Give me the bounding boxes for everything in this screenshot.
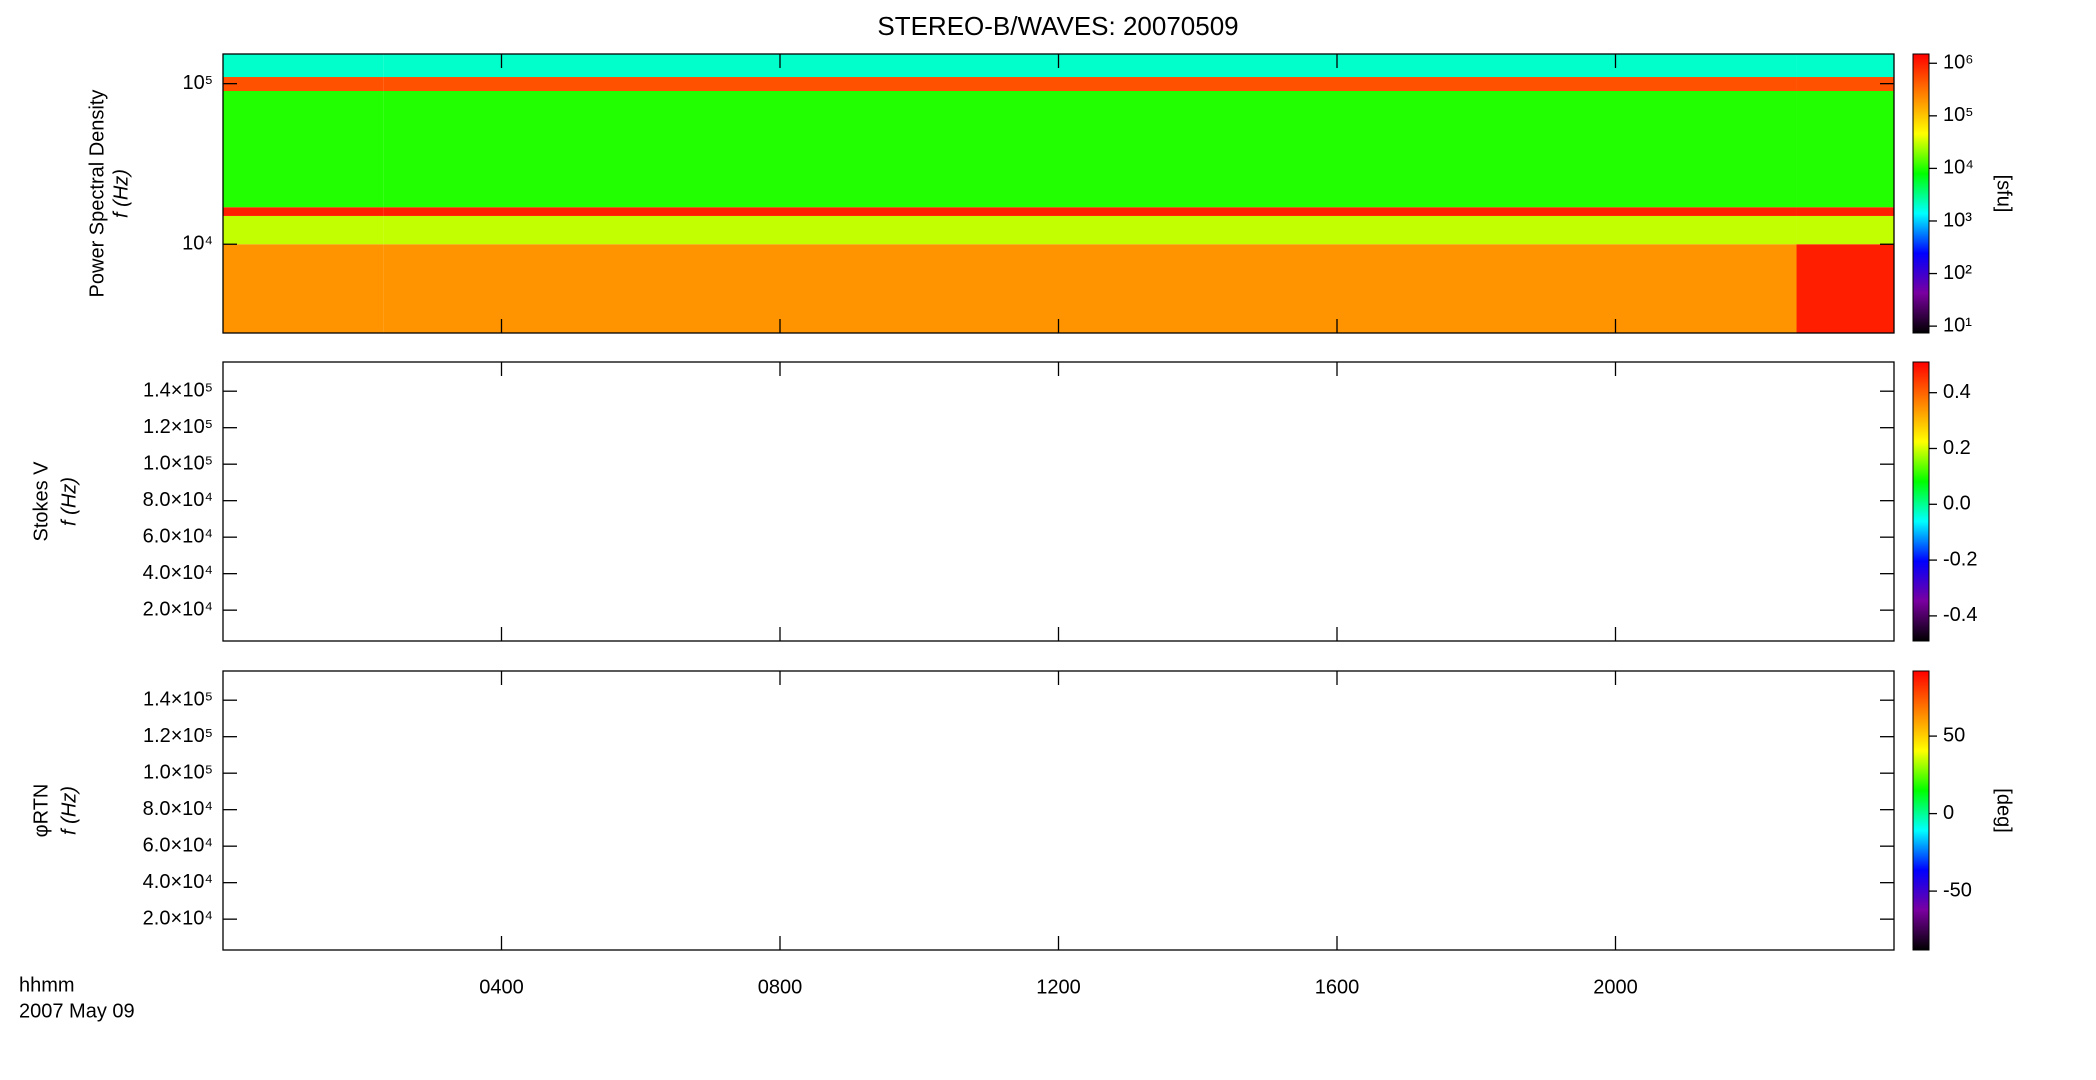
- spectrogram-cell: [383, 215, 1797, 245]
- colorbar-tick-label: 10¹: [1943, 314, 1972, 336]
- y-tick-label: 1.4×10⁵: [143, 688, 213, 710]
- colorbar-tick-label: -50: [1943, 879, 1972, 901]
- spectrogram-cell: [223, 244, 384, 333]
- spectrogram-cell: [1796, 77, 1894, 92]
- colorbar-tick-label: -0.4: [1943, 604, 1977, 626]
- y-tick-label: 6.0×10⁴: [143, 834, 213, 856]
- y-axis-label: Power Spectral Density: [86, 90, 108, 298]
- y-axis-label: Stokes V: [30, 461, 52, 542]
- spectrogram-cell: [383, 244, 1797, 333]
- spectrogram-cell: [1796, 54, 1894, 78]
- y-axis-label: f (Hz): [58, 477, 80, 526]
- spectrogram-cell: [223, 215, 384, 245]
- figure-title: STEREO-B/WAVES: 20070509: [877, 11, 1238, 41]
- colorbar-tick-label: 10⁴: [1943, 157, 1974, 179]
- colorbar-tick-label: -0.2: [1943, 548, 1977, 570]
- spectrogram-cell: [223, 77, 384, 92]
- y-tick-label: 1.2×10⁵: [143, 416, 213, 438]
- spectrogram-cell: [223, 91, 384, 208]
- y-tick-label: 4.0×10⁴: [143, 871, 213, 893]
- y-tick-label: 4.0×10⁴: [143, 562, 213, 584]
- colorbar-tick-label: 10³: [1943, 209, 1972, 231]
- y-tick-label: 1.0×10⁵: [143, 761, 213, 783]
- colorbar: [1912, 361, 1930, 642]
- spectrogram-cell: [383, 207, 1797, 216]
- y-tick-label: 6.0×10⁴: [143, 525, 213, 547]
- y-axis-label: f (Hz): [58, 786, 80, 835]
- x-tick-label: 0400: [479, 976, 524, 998]
- y-tick-label: 1.2×10⁵: [143, 725, 213, 747]
- spectrogram-cell: [383, 54, 1797, 78]
- x-tick-label: 0800: [758, 976, 803, 998]
- date-label: 2007 May 09: [19, 1000, 135, 1022]
- colorbar-tick-label: 0.2: [1943, 437, 1971, 459]
- x-tick-label: 1600: [1315, 976, 1360, 998]
- y-axis-label: f (Hz): [110, 169, 132, 218]
- colorbar-tick-label: 0.4: [1943, 381, 1971, 403]
- x-axis-label: hhmm: [19, 974, 75, 996]
- colorbar: [1912, 53, 1930, 334]
- spectrogram-cell: [383, 77, 1797, 92]
- spectrogram-cell: [1796, 215, 1894, 245]
- y-tick-label: 1.0×10⁵: [143, 452, 213, 474]
- colorbar-tick-label: 10²: [1943, 262, 1972, 284]
- x-tick-label: 1200: [1036, 976, 1081, 998]
- x-tick-label: 2000: [1593, 976, 1638, 998]
- colorbar-label: [sfu]: [1993, 175, 2015, 213]
- spectrogram-cell: [1796, 207, 1894, 216]
- colorbar-tick-label: 0: [1943, 802, 1954, 824]
- y-tick-label: 8.0×10⁴: [143, 798, 213, 820]
- spectrogram-cell: [1796, 244, 1894, 333]
- spectrogram-cell: [223, 54, 384, 78]
- spectrogram-cell: [383, 91, 1797, 208]
- colorbar-tick-label: 10⁶: [1943, 52, 1973, 74]
- spectrogram-cell: [1796, 91, 1894, 208]
- panel-frame: [222, 670, 1895, 951]
- colorbar-tick-label: 10⁵: [1943, 104, 1974, 126]
- spectrogram-cell: [223, 207, 384, 216]
- y-tick-label: 10⁵: [182, 72, 213, 94]
- y-tick-label: 2.0×10⁴: [143, 598, 213, 620]
- y-axis-label: φRTN: [30, 784, 52, 838]
- y-tick-label: 1.4×10⁵: [143, 379, 213, 401]
- y-tick-label: 2.0×10⁴: [143, 907, 213, 929]
- y-tick-label: 10⁴: [182, 233, 213, 255]
- y-tick-label: 8.0×10⁴: [143, 489, 213, 511]
- colorbar-label: [deg]: [1993, 788, 2015, 832]
- colorbar-tick-label: 0.0: [1943, 493, 1971, 515]
- colorbar-tick-label: 50: [1943, 724, 1965, 746]
- panel-frame: [222, 361, 1895, 642]
- colorbar: [1912, 670, 1930, 951]
